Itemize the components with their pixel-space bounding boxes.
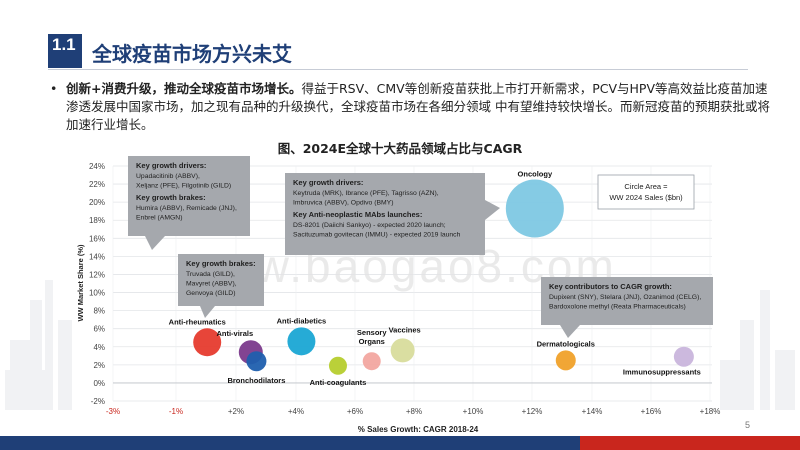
skyline-building — [5, 370, 45, 410]
figure-title: 图、2024E全球十大药品领域占比与CAGR — [277, 141, 523, 156]
callout-line: Humira (ABBV), Remicade (JNJ), — [136, 205, 237, 212]
y-tick-label: 0% — [93, 379, 105, 388]
point-label: Anti-rheumatics — [169, 317, 226, 326]
callout-oncology-box — [285, 173, 485, 255]
bubble-sensory-organs — [362, 352, 381, 371]
callout-line: Genvoya (GILD) — [186, 290, 235, 297]
bullet-dot: • — [50, 81, 58, 96]
bullet-text: 得益于RSV、CMV等创新疫苗获批上市打开新需求，PCV与HPV等高效益比疫苗加… — [66, 81, 770, 132]
y-tick-label: 10% — [89, 289, 105, 298]
x-tick-label: +14% — [582, 407, 603, 416]
y-tick-label: 6% — [93, 325, 105, 334]
y-tick-label: 8% — [93, 307, 105, 316]
x-tick-label: +16% — [641, 407, 662, 416]
callout-line: Upadacitinib (ABBV), — [136, 173, 200, 180]
callout-heading: Key growth drivers: — [293, 178, 363, 187]
callout-heading: Key growth drivers: — [136, 161, 206, 170]
x-tick-label: +18% — [700, 407, 721, 416]
callout-line: Mavyret (ABBV), — [186, 281, 237, 288]
bubble-anti-diabetics — [287, 327, 316, 356]
callout-growth-drivers-1-pointer — [145, 236, 165, 250]
callout-heading: Key Anti-neoplastic MAbs launches: — [293, 210, 422, 219]
x-tick-label: +12% — [522, 407, 543, 416]
x-tick-label: +6% — [347, 407, 363, 416]
bubble-dermatologicals — [555, 350, 576, 371]
y-tick-label: 22% — [89, 180, 105, 189]
point-label: Organs — [359, 337, 385, 346]
callout-line: Bardoxolone methyl (Reata Pharmaceutical… — [549, 304, 686, 311]
callout-oncology-pointer — [485, 200, 500, 220]
y-tick-label: 20% — [89, 198, 105, 207]
skyline-building — [775, 350, 795, 410]
bubble-bronchodilators — [246, 351, 267, 372]
callout-line: Sacituzumab govitecan (IMMU) - expected … — [293, 232, 461, 239]
bubble-anti-rheumatics — [193, 328, 222, 357]
callout-line: Dupixent (SNY), Stelara (JNJ), Ozanimod … — [549, 294, 701, 301]
size-legend-text: WW 2024 Sales ($bn) — [609, 193, 683, 202]
point-label: Immunosuppressants — [623, 368, 701, 377]
callout-growth-brakes-pointer — [200, 306, 215, 318]
point-label: Sensory — [357, 328, 387, 337]
y-tick-label: 2% — [93, 361, 105, 370]
callout-line: Imbruvica (ABBV), Opdivo (BMY) — [293, 200, 393, 207]
title-divider — [48, 69, 748, 70]
point-label: Oncology — [518, 169, 553, 178]
y-tick-label: 24% — [89, 162, 105, 171]
x-tick-label: -1% — [169, 407, 183, 416]
x-tick-label: -3% — [106, 407, 120, 416]
bubble-immunosuppressants — [673, 346, 694, 367]
size-legend-text: Circle Area = — [624, 182, 668, 191]
skyline-building — [58, 320, 72, 410]
callout-cagr-contributors-box — [541, 277, 713, 325]
footer-bar-blue — [0, 436, 580, 450]
point-label: Anti-diabetics — [277, 316, 327, 325]
callout-line: Xeljanz (PFE), Filgotinib (GILD) — [136, 183, 231, 190]
x-tick-label: +2% — [228, 407, 244, 416]
y-tick-label: 4% — [93, 343, 105, 352]
bubble-oncology — [505, 179, 564, 238]
bubble-vaccines — [390, 338, 415, 363]
skyline-building — [45, 280, 53, 410]
point-label: Vaccines — [389, 325, 421, 334]
y-tick-label: 12% — [89, 270, 105, 279]
skyline-building — [720, 360, 745, 410]
x-tick-label: +8% — [406, 407, 422, 416]
callout-line: Keytruda (MRK), Ibrance (PFE), Tagrisso … — [293, 190, 439, 197]
x-axis-label: % Sales Growth: CAGR 2018-24 — [358, 425, 479, 434]
callout-growth-brakes-box — [178, 254, 264, 306]
y-tick-label: 16% — [89, 234, 105, 243]
callout-cagr-contributors-pointer — [560, 325, 580, 338]
bullet-lead: 创新+消费升级，推动全球疫苗市场增长。 — [66, 81, 302, 96]
skyline-building — [760, 290, 770, 410]
callout-heading: Key contributors to CAGR growth: — [549, 282, 672, 291]
y-tick-label: -2% — [91, 397, 105, 406]
section-number-badge: 1.1 — [48, 34, 82, 68]
x-tick-label: +10% — [463, 407, 484, 416]
point-label: Bronchodilators — [227, 376, 285, 385]
point-label: Anti-virals — [216, 329, 253, 338]
y-tick-label: 18% — [89, 216, 105, 225]
bubble-anti-coagulants — [328, 356, 347, 375]
point-label: Anti-coagulants — [310, 378, 367, 387]
page-number: 5 — [744, 420, 750, 430]
bullet-paragraph: • 创新+消费升级，推动全球疫苗市场增长。得益于RSV、CMV等创新疫苗获批上市… — [50, 80, 772, 134]
x-tick-label: +4% — [288, 407, 304, 416]
size-legend-box — [597, 174, 695, 210]
point-label: Dermatologicals — [537, 339, 595, 348]
callout-line: Truvada (GILD), — [186, 271, 235, 278]
callout-line: Enbrel (AMGN) — [136, 215, 182, 222]
callout-heading: Key growth brakes: — [186, 259, 256, 268]
y-axis-label: WW Market Share (%) — [76, 244, 85, 322]
callout-growth-drivers-1-box — [128, 156, 250, 236]
callout-line: DS-8201 (Daiichi Sankyo) - expected 2020… — [293, 222, 446, 229]
section-title: 全球疫苗市场方兴未艾 — [92, 42, 292, 66]
footer-bar-red — [580, 436, 800, 450]
callout-heading: Key growth brakes: — [136, 193, 206, 202]
y-tick-label: 14% — [89, 252, 105, 261]
